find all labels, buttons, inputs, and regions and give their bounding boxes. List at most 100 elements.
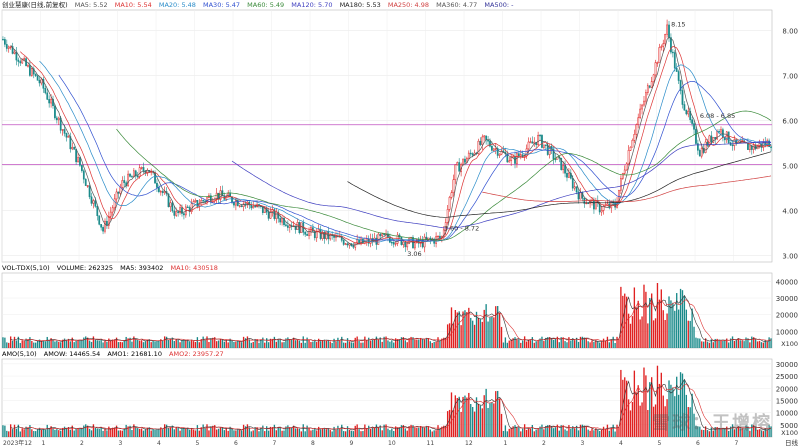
volume-bar — [173, 340, 175, 348]
volume-bar — [189, 429, 191, 437]
volume-bar — [125, 424, 127, 437]
volume-bar — [579, 424, 582, 437]
candle-body — [645, 92, 647, 102]
volume-bar — [458, 311, 460, 348]
volume-bar — [302, 336, 304, 348]
volume-bar — [676, 376, 678, 437]
amount-chart[interactable]: 5000 10000 15000 20000 25000 30000 X100 2023年12… — [0, 349, 800, 447]
candle-body — [100, 224, 103, 228]
volume-bar — [514, 337, 516, 348]
candle-body — [648, 85, 651, 88]
candle-body — [643, 100, 645, 106]
volume-bar — [391, 340, 393, 348]
volume-bar — [762, 342, 765, 348]
volume-bar — [85, 336, 87, 348]
volume-bar — [210, 338, 212, 348]
volume-bar — [121, 430, 123, 437]
volume-bar — [6, 430, 8, 437]
volume-bar — [485, 388, 487, 437]
volume-bar — [608, 342, 611, 348]
volume-bar — [658, 299, 661, 348]
volume-bar — [443, 425, 445, 437]
x-tick-label: 4 — [619, 440, 623, 447]
volume-bar — [520, 431, 522, 437]
volume-bar — [229, 426, 231, 437]
y-tick-label: 10000 — [776, 410, 798, 418]
volume-bar — [344, 431, 347, 437]
plot-frame — [1, 272, 773, 349]
volume-bar — [729, 426, 732, 437]
candle-body — [88, 185, 91, 198]
volume-bar — [741, 428, 743, 437]
volume-bar — [566, 342, 568, 348]
candle-body — [138, 167, 141, 177]
volume-bar — [714, 338, 716, 348]
candle-body — [512, 156, 514, 158]
volume-bar — [749, 342, 751, 348]
volume-bar — [352, 342, 354, 348]
volume-bar — [375, 336, 378, 348]
candle-body — [79, 157, 81, 166]
candle-body — [183, 213, 185, 216]
volume-bar — [491, 316, 493, 348]
volume-bar — [204, 340, 206, 348]
volume-bar — [695, 425, 697, 437]
candle-body — [462, 158, 464, 165]
candle-body — [263, 208, 266, 213]
volume-bar — [368, 425, 370, 437]
volume-bar — [277, 338, 279, 348]
candle-body — [481, 136, 484, 145]
volume-bar — [46, 336, 48, 348]
volume-bar — [88, 340, 91, 348]
volume-bar — [138, 428, 141, 437]
candle-body — [30, 68, 33, 76]
volume-bar — [558, 342, 560, 348]
legend-ma250: MA250: 4.98 — [387, 1, 430, 9]
candle-body — [238, 205, 241, 207]
candle-body — [594, 200, 597, 210]
volume-bar — [539, 426, 541, 437]
candle-body — [81, 165, 83, 172]
volume-bar — [160, 339, 162, 348]
volume-bar — [512, 338, 514, 348]
candle-body — [202, 200, 205, 202]
volume-bar — [115, 337, 118, 348]
volume-bar — [591, 340, 593, 348]
volume-bar — [475, 397, 478, 437]
volume-bar — [2, 425, 4, 437]
volume-bar — [35, 431, 37, 437]
volume-bar — [514, 425, 516, 437]
volume-bar — [724, 428, 726, 437]
volume-bar — [221, 339, 224, 348]
volume-bar — [152, 340, 154, 348]
volume-bar — [198, 342, 200, 348]
candle-body — [275, 211, 278, 219]
price-chart[interactable]: 3.00 4.00 5.00 6.00 7.00 8.00 8.15 6.08 - 6.85 3… — [0, 0, 800, 265]
candle-body — [429, 237, 432, 240]
ma-line — [482, 175, 772, 202]
candle-body — [186, 206, 189, 209]
volume-bar — [745, 425, 747, 437]
volume-bar — [662, 310, 664, 348]
volume-bar — [250, 342, 252, 348]
x-tick-label: 5 — [658, 440, 662, 447]
volume-bar — [522, 428, 524, 437]
volume-bar — [11, 429, 14, 437]
volume-bar — [33, 431, 35, 437]
volume-chart[interactable]: 10000 20000 30000 40000 X100 — [0, 263, 800, 350]
candle-body — [107, 216, 110, 226]
volume-bar — [300, 342, 303, 348]
x-tick-label: 8 — [311, 440, 315, 447]
candle-body — [325, 231, 328, 239]
volume-bar — [240, 430, 243, 437]
volume-bar — [113, 427, 116, 437]
x-tick-label: 1 — [504, 440, 508, 447]
volume-bar — [741, 340, 743, 348]
x-tick-label: 10 — [388, 440, 396, 447]
candle-body — [404, 241, 407, 248]
volume-bar — [510, 339, 512, 348]
volume-bar — [79, 340, 81, 348]
candle-body — [379, 233, 382, 237]
volume-bar — [498, 398, 501, 437]
volume-bar — [316, 430, 318, 437]
